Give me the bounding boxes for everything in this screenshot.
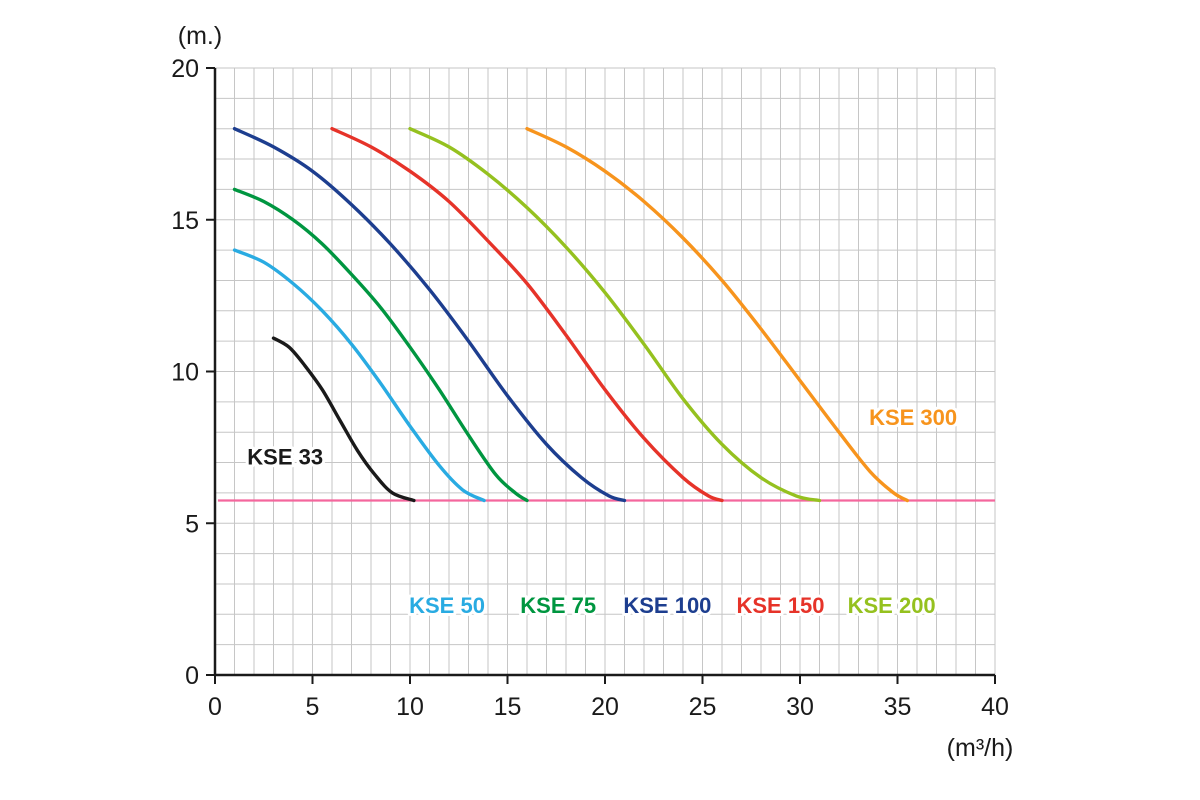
curve-kse-200 xyxy=(408,126,822,503)
y-tick-label: 0 xyxy=(185,662,199,690)
x-tick-label: 25 xyxy=(689,693,717,721)
x-tick-label: 15 xyxy=(494,693,522,721)
x-tick-label: 5 xyxy=(306,693,320,721)
curve-kse-100 xyxy=(232,126,627,503)
x-tick-label: 0 xyxy=(208,693,222,721)
curve-kse-150 xyxy=(330,126,724,503)
grid xyxy=(214,67,996,676)
x-tick-label: 35 xyxy=(884,693,912,721)
curve-labels: KSE 33 KSE 50 KSE 75 KSE 100 KSE 150 KSE 200 K… xyxy=(244,402,960,621)
y-tick-label: 20 xyxy=(171,55,199,83)
x-axis-unit-label: (m³/h) xyxy=(947,734,1014,762)
series xyxy=(217,126,995,503)
x-tick-label: 40 xyxy=(981,693,1009,721)
curve-kse-75 xyxy=(232,187,529,503)
curve-label-kse-33: KSE 33 xyxy=(247,444,323,469)
x-tick-label: 10 xyxy=(396,693,424,721)
x-tick-label: 30 xyxy=(786,693,814,721)
y-tick-label: 15 xyxy=(171,207,199,235)
curve-label-kse-100: KSE 100 xyxy=(623,593,711,618)
curve-label-kse-150: KSE 150 xyxy=(736,593,824,618)
x-tick-label: 20 xyxy=(591,693,619,721)
curve-kse-50 xyxy=(232,248,486,503)
curve-label-kse-300: KSE 300 xyxy=(869,405,957,430)
curve-label-kse-50: KSE 50 xyxy=(409,593,485,618)
y-tick-label: 10 xyxy=(171,359,199,387)
curve-label-kse-75: KSE 75 xyxy=(520,593,596,618)
y-tick-label: 5 xyxy=(185,510,199,538)
axes: 0 5 10 15 20 25 30 35 40 0 5 10 15 20 xyxy=(171,55,1009,721)
curve-kse-33 xyxy=(271,336,416,503)
y-axis-unit-label: (m.) xyxy=(178,22,222,50)
curve-kse-300 xyxy=(525,126,909,503)
curve-label-kse-200: KSE 200 xyxy=(848,593,936,618)
